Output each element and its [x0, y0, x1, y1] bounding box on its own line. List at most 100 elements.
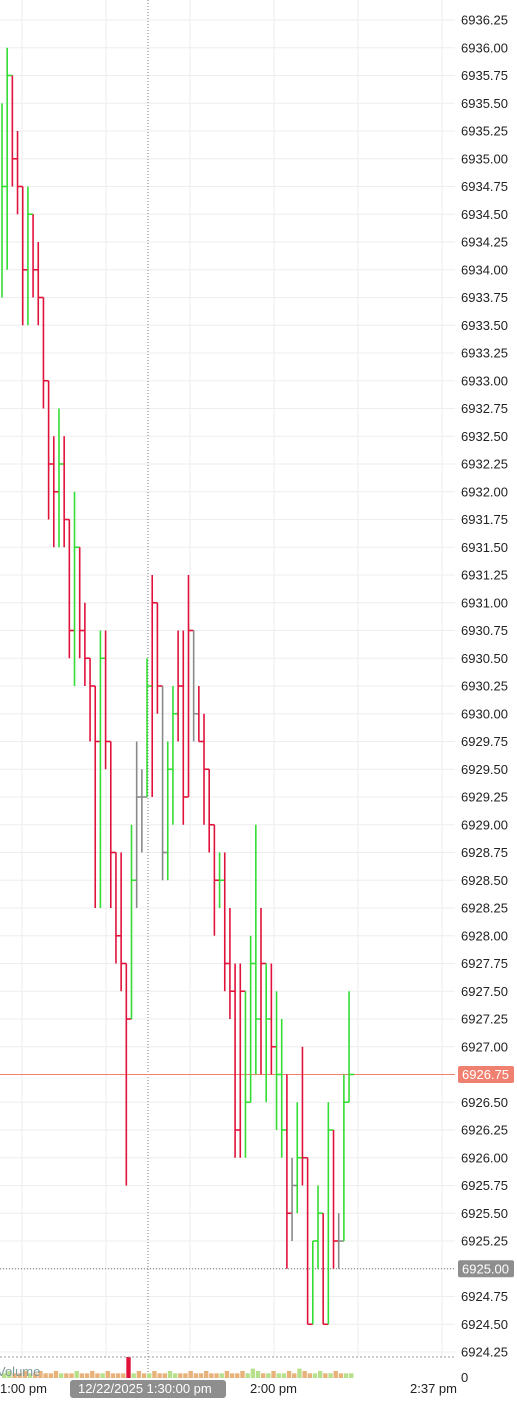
volume-bar: [95, 1373, 100, 1378]
price-bar: [68, 519, 75, 659]
crosshair-price-tag: 6925.00: [458, 1260, 514, 1278]
price-tick-label: 6925.25: [461, 1234, 508, 1249]
volume-bar: [307, 1373, 312, 1378]
volume-bar: [43, 1373, 48, 1378]
price-tick-label: 6930.00: [461, 706, 508, 721]
volume-bar: [198, 1373, 204, 1378]
price-tick-label: 6932.00: [461, 484, 508, 499]
volume-bar: [84, 1373, 90, 1378]
price-tick-label: 6934.00: [461, 262, 508, 277]
price-tick-label: 6935.25: [461, 124, 508, 139]
volume-bar: [147, 1373, 152, 1378]
volume-bar: [22, 1371, 28, 1378]
volume-bar: [349, 1373, 354, 1378]
volume-bar: [79, 1373, 85, 1378]
price-tick-label: 6927.00: [461, 1039, 508, 1054]
price-axis[interactable]: 6936.25 6936.00 6935.75 6935.50 6935.25 6935.…: [461, 13, 508, 1360]
price-bar: [151, 575, 158, 797]
price-bar: [296, 1102, 303, 1214]
price-tick-label: 6925.50: [461, 1206, 508, 1221]
price-bar: [27, 186, 34, 326]
price-tick-label: 6936.00: [461, 40, 508, 55]
price-tick-label: 6930.50: [461, 651, 508, 666]
price-tick-label: 6924.75: [461, 1289, 508, 1304]
volume-bar: [292, 1373, 297, 1378]
price-tick-label: 6934.50: [461, 207, 508, 222]
price-tick-label: 6928.50: [461, 873, 508, 888]
price-bar: [337, 1213, 344, 1269]
price-bar: [115, 852, 122, 964]
price-bar: [280, 1019, 287, 1158]
price-bar: [89, 658, 96, 742]
volume-bar: [38, 1371, 43, 1378]
volume-bar: [162, 1373, 167, 1378]
price-tick-label: 6929.00: [461, 817, 508, 832]
price-tick-label: 6932.25: [461, 457, 508, 472]
price-bar: [177, 630, 184, 742]
crosshair-price-tag-bg: [458, 1260, 514, 1278]
volume-bar: [131, 1373, 136, 1378]
time-label: 2:37 pm: [410, 1381, 457, 1396]
price-bar: [104, 630, 111, 770]
crosshair-price-label: 6925.00: [462, 1261, 509, 1276]
volume-bar: [7, 1371, 12, 1378]
price-bar: [260, 908, 267, 1075]
price-bar: [63, 436, 70, 548]
price-bar: [306, 1157, 313, 1326]
price-bar: [270, 963, 277, 1075]
volume-bar: [74, 1371, 79, 1378]
volume-bar: [328, 1373, 333, 1378]
price-bar: [156, 602, 163, 714]
volume-bar: [17, 1373, 22, 1378]
price-bar: [11, 75, 18, 187]
price-bar: [244, 991, 251, 1158]
price-bar: [21, 186, 28, 326]
price-tick-label: 6925.75: [461, 1178, 508, 1193]
volume-bar: [229, 1373, 235, 1378]
volume-bar: [323, 1373, 328, 1378]
price-tick-label: 6935.00: [461, 151, 508, 166]
price-bar: [58, 408, 65, 548]
price-bar: [73, 491, 80, 686]
price-bar: [187, 575, 194, 797]
price-tick-label: 6931.50: [461, 540, 508, 555]
price-bar: [317, 1185, 324, 1269]
price-tick-label: 6928.75: [461, 845, 508, 860]
volume-bar: [157, 1373, 162, 1378]
price-bar: [84, 602, 91, 686]
price-bar: [94, 686, 101, 908]
volume-bar: [172, 1373, 178, 1378]
volume-bar: [235, 1373, 240, 1378]
price-tick-label: 6931.75: [461, 512, 508, 527]
volume-bar: [343, 1373, 349, 1378]
volume-bar: [178, 1373, 183, 1378]
price-bar: [348, 991, 355, 1103]
price-bar: [275, 991, 282, 1130]
price-tick-label: 6929.50: [461, 762, 508, 777]
volume-bar: [69, 1373, 74, 1378]
price-tick-label: 6935.75: [461, 68, 508, 83]
volume-bar: [312, 1373, 318, 1378]
time-axis[interactable]: 1:00 pm 2:00 pm 2:37 pm 12/22/2025 1:30:…: [0, 1380, 457, 1398]
price-bar: [327, 1102, 334, 1325]
price-tick-label: 6928.25: [461, 901, 508, 916]
last-price-tag: 6926.75: [458, 1066, 514, 1083]
volume-bar: [27, 1373, 33, 1378]
price-bar: [6, 47, 13, 270]
price-tick-label: 6936.25: [461, 13, 508, 28]
volume-bar: [209, 1373, 214, 1378]
price-tick-label: 6928.00: [461, 928, 508, 943]
price-tick-label: 6931.25: [461, 568, 508, 583]
price-bar: [239, 963, 246, 1158]
price-tick-label: 6926.50: [461, 1095, 508, 1110]
price-bar: [16, 131, 23, 215]
volume-bar: [204, 1371, 209, 1378]
volume-bar: [48, 1373, 53, 1378]
volume-bar: [53, 1371, 59, 1378]
price-bar: [208, 769, 215, 853]
volume-bar: [121, 1373, 126, 1378]
price-tick-label: 6930.75: [461, 623, 508, 638]
volume-bar: [240, 1371, 245, 1378]
price-bar: [99, 630, 106, 908]
